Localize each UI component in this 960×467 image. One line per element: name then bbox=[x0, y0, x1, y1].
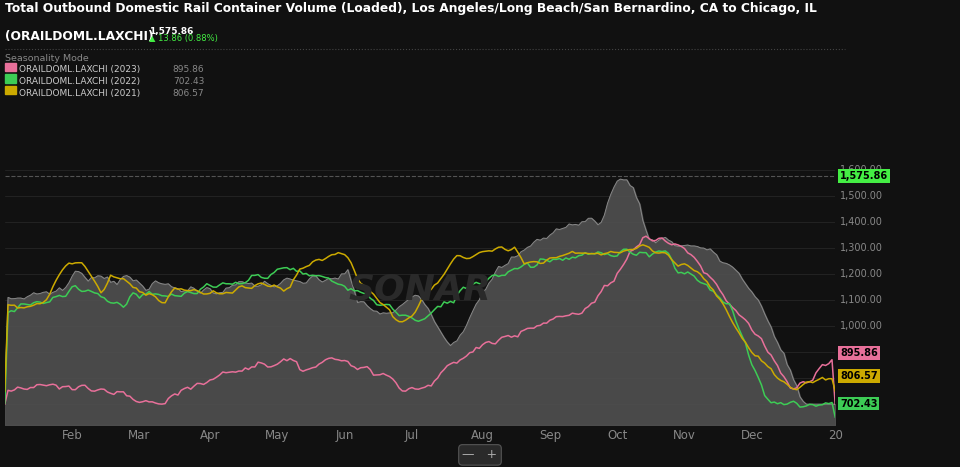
Text: —   +: — + bbox=[463, 448, 497, 461]
Text: ORAILDOML.LAXCHI (2022): ORAILDOML.LAXCHI (2022) bbox=[19, 77, 140, 86]
Text: 1,600.00: 1,600.00 bbox=[840, 165, 883, 175]
Text: 1,400.00: 1,400.00 bbox=[840, 217, 883, 227]
Text: 1,300.00: 1,300.00 bbox=[840, 243, 883, 253]
Text: ORAILDOML.LAXCHI (2021): ORAILDOML.LAXCHI (2021) bbox=[19, 89, 140, 98]
Text: SONAR: SONAR bbox=[348, 273, 492, 306]
Text: 702.43: 702.43 bbox=[840, 398, 877, 409]
Text: 1,100.00: 1,100.00 bbox=[840, 295, 883, 305]
Text: 1,575.86: 1,575.86 bbox=[840, 171, 888, 181]
Text: Seasonality Mode: Seasonality Mode bbox=[5, 54, 88, 63]
Text: 1,500.00: 1,500.00 bbox=[840, 191, 883, 201]
Text: 1,000.00: 1,000.00 bbox=[840, 321, 883, 331]
Text: Total Outbound Domestic Rail Container Volume (Loaded), Los Angeles/Long Beach/S: Total Outbound Domestic Rail Container V… bbox=[5, 2, 817, 15]
Text: (ORAILDOML.LAXCHI): (ORAILDOML.LAXCHI) bbox=[5, 30, 157, 43]
Text: 895.86: 895.86 bbox=[173, 65, 204, 74]
Text: 1,575.86: 1,575.86 bbox=[149, 27, 193, 35]
Text: 806.57: 806.57 bbox=[173, 89, 204, 98]
Text: 1,200.00: 1,200.00 bbox=[840, 269, 883, 279]
Text: ORAILDOML.LAXCHI (2023): ORAILDOML.LAXCHI (2023) bbox=[19, 65, 140, 74]
Text: 895.86: 895.86 bbox=[840, 348, 877, 358]
Text: ▲ 13.86 (0.88%): ▲ 13.86 (0.88%) bbox=[149, 34, 218, 42]
Text: 806.57: 806.57 bbox=[840, 371, 877, 382]
Text: 702.43: 702.43 bbox=[173, 77, 204, 86]
